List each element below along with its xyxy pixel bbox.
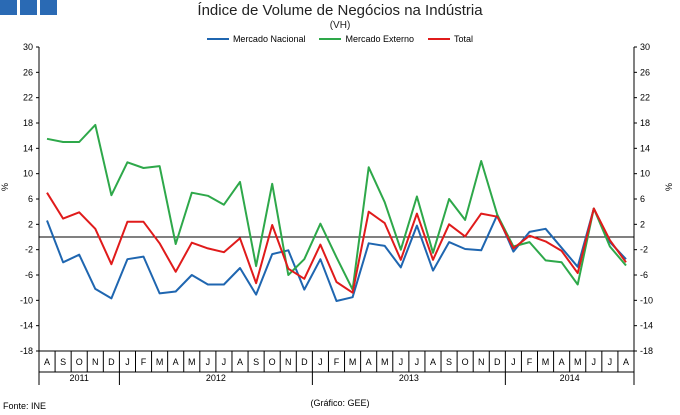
x-tick-label: F	[527, 357, 533, 367]
x-tick-label: A	[173, 357, 179, 367]
y-tick-label-left: 30	[23, 42, 33, 52]
x-tick-label: M	[156, 357, 164, 367]
legend-swatch	[428, 38, 451, 40]
x-tick-label: A	[44, 357, 50, 367]
y-tick-label-right: 14	[640, 143, 650, 153]
y-tick-label-right: 10	[640, 169, 650, 179]
x-tick-label: J	[206, 357, 211, 367]
y-tick-label-left: -6	[25, 270, 33, 280]
x-tick-label: J	[511, 357, 516, 367]
y-tick-label-right: -18	[640, 346, 653, 356]
x-tick-label: D	[108, 357, 115, 367]
y-axis-label-right: %	[664, 183, 674, 191]
chart-subtitle: (VH)	[329, 20, 351, 31]
x-tick-label: A	[237, 357, 243, 367]
y-tick-label-left: 6	[28, 194, 33, 204]
ine-logo	[0, 0, 57, 15]
legend-item-total: Total	[428, 34, 473, 44]
series-line-mercado-nacional	[46, 207, 627, 302]
y-tick-label-left: 18	[23, 118, 33, 128]
legend-label: Mercado Nacional	[232, 34, 306, 44]
x-tick-label: S	[446, 357, 452, 367]
legend-label: Mercado Externo	[345, 34, 415, 44]
y-tick-label-left: 10	[23, 169, 33, 179]
chart-credit: (Gráfico: GEE)	[310, 398, 370, 408]
y-tick-label-left: -18	[20, 346, 33, 356]
series-line-total	[46, 192, 627, 294]
x-tick-label: J	[592, 357, 597, 367]
legend-swatch	[319, 38, 342, 40]
y-tick-label-left: -14	[20, 321, 33, 331]
y-tick-label-left: 26	[23, 67, 33, 77]
x-tick-label: J	[125, 357, 130, 367]
x-tick-label: A	[623, 357, 629, 367]
y-tick-label-right: -10	[640, 295, 653, 305]
x-tick-label: J	[399, 357, 404, 367]
legend-item-mercado-nacional: Mercado Nacional	[206, 34, 306, 44]
y-tick-label-right: 26	[640, 67, 650, 77]
y-tick-label-right: 22	[640, 93, 650, 103]
logo-block	[20, 0, 37, 15]
x-tick-label: F	[334, 357, 340, 367]
x-tick-label: M	[349, 357, 357, 367]
y-tick-label-right: 18	[640, 118, 650, 128]
x-tick-label: F	[141, 357, 147, 367]
x-tick-label: N	[92, 357, 99, 367]
year-label: 2014	[560, 373, 580, 383]
logo-block	[40, 0, 57, 15]
y-tick-label-right: 2	[640, 219, 645, 229]
series-line-mercado-externo	[46, 123, 627, 291]
logo-block	[0, 0, 17, 15]
x-tick-label: M	[188, 357, 196, 367]
year-label: 2011	[70, 373, 89, 383]
year-label: 2013	[399, 373, 419, 383]
x-tick-label: S	[60, 357, 66, 367]
source-note: Fonte: INE	[3, 401, 47, 411]
x-tick-label: J	[415, 357, 420, 367]
chart-title: Índice de Volume de Negócios na Indústri…	[197, 2, 483, 19]
y-tick-label-right: 6	[640, 194, 645, 204]
x-tick-label: A	[559, 357, 565, 367]
x-tick-label: D	[494, 357, 501, 367]
x-tick-label: O	[269, 357, 276, 367]
legend-swatch	[206, 38, 229, 40]
x-tick-label: M	[381, 357, 389, 367]
y-tick-label-left: 2	[28, 219, 33, 229]
x-tick-label: J	[608, 357, 613, 367]
x-tick-label: A	[430, 357, 436, 367]
x-tick-label: O	[462, 357, 469, 367]
y-tick-label-left: 14	[23, 143, 33, 153]
x-tick-label: O	[76, 357, 83, 367]
x-tick-label: J	[222, 357, 227, 367]
x-tick-label: N	[478, 357, 485, 367]
year-label: 2012	[206, 373, 226, 383]
chart-legend: Mercado Nacional Mercado Externo Total	[0, 34, 680, 44]
x-tick-label: N	[285, 357, 292, 367]
x-tick-label: S	[253, 357, 259, 367]
y-axis-label-left: %	[0, 183, 10, 191]
legend-label: Total	[454, 34, 474, 44]
y-tick-label-right: -2	[640, 245, 648, 255]
y-tick-label-left: 22	[23, 93, 33, 103]
x-tick-label: D	[301, 357, 308, 367]
y-tick-label-left: -2	[25, 245, 33, 255]
y-tick-label-right: -6	[640, 270, 648, 280]
x-tick-label: A	[366, 357, 372, 367]
x-tick-label: M	[542, 357, 550, 367]
y-tick-label-right: -14	[640, 321, 653, 331]
x-tick-label: M	[574, 357, 582, 367]
legend-item-mercado-externo: Mercado Externo	[319, 34, 414, 44]
y-tick-label-left: -10	[20, 295, 33, 305]
x-tick-label: J	[318, 357, 323, 367]
y-tick-label-right: 30	[640, 42, 650, 52]
